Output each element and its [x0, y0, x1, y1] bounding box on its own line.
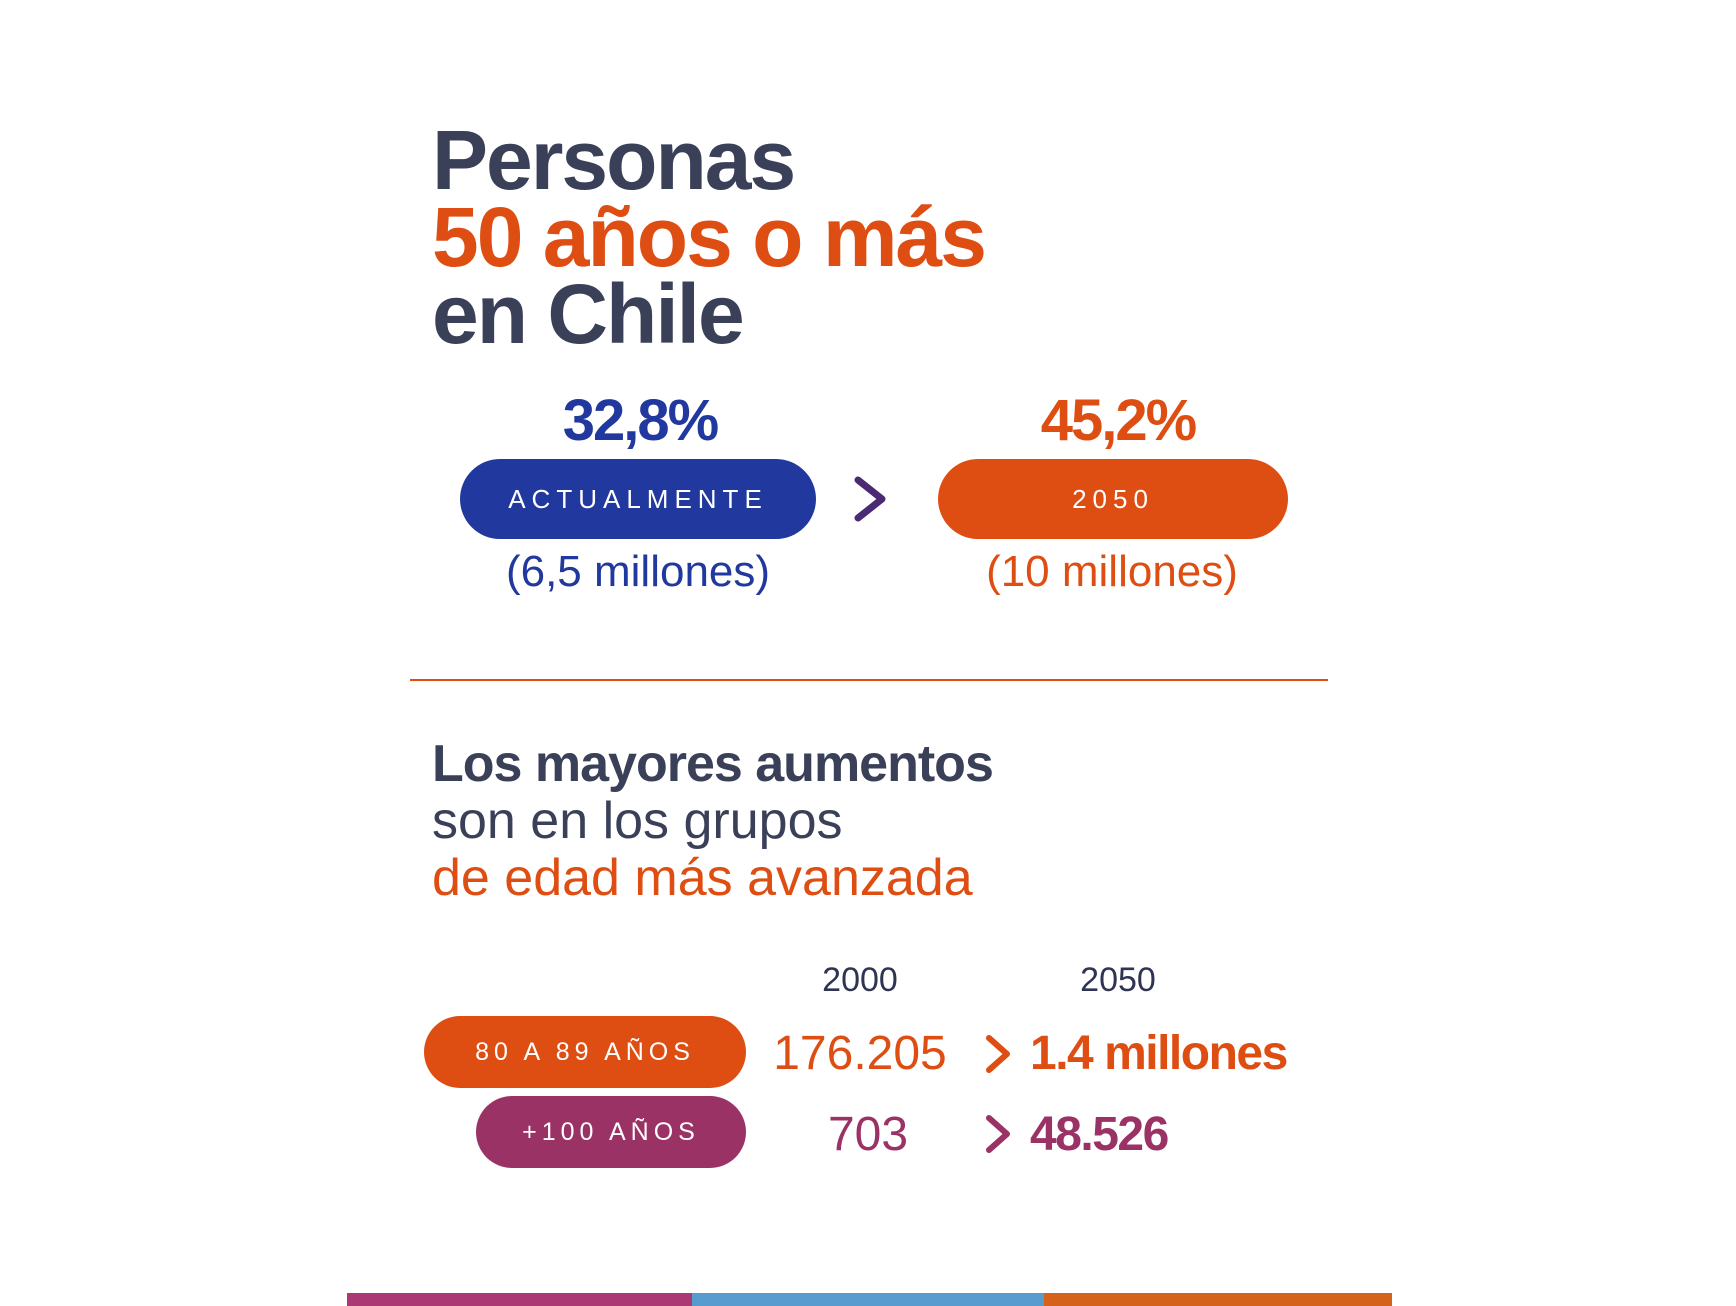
chevron-right-icon — [986, 1115, 1010, 1153]
footer-color-bar — [347, 1293, 1392, 1306]
footer-segment-magenta — [347, 1293, 692, 1306]
subtitle-line-regular: son en los grupos — [432, 792, 843, 850]
title-line-age: 50 años o más — [432, 190, 987, 284]
chevron-right-icon — [854, 476, 886, 522]
column-header-2000: 2000 — [822, 961, 898, 999]
footer-segment-orange — [1044, 1293, 1392, 1306]
section-divider — [410, 679, 1328, 681]
chevron-right-icon — [986, 1035, 1010, 1073]
current-label-pill: ACTUALMENTE — [460, 459, 816, 539]
future-people-count: (10 millones) — [986, 547, 1238, 596]
current-people-count: (6,5 millones) — [505, 547, 771, 596]
subtitle-line-highlight: de edad más avanzada — [432, 849, 973, 907]
current-percent: 32,8% — [562, 388, 719, 453]
future-percent: 45,2% — [1040, 388, 1197, 453]
title-line-country: en Chile — [432, 267, 745, 361]
footer-segment-blue — [692, 1293, 1044, 1306]
title-line-personas: Personas — [432, 113, 796, 207]
value-2050: 48.526 — [1030, 1108, 1169, 1161]
value-2000: 703 — [827, 1108, 909, 1161]
value-2000: 176.205 — [773, 1027, 947, 1080]
value-2050: 1.4 millones — [1030, 1027, 1288, 1080]
future-label-pill: 2050 — [938, 459, 1288, 539]
column-header-2050: 2050 — [1080, 961, 1156, 999]
subtitle-line-bold: Los mayores aumentos — [432, 735, 994, 793]
age-group-pill: +100 AÑOS — [476, 1096, 746, 1168]
age-group-pill: 80 A 89 AÑOS — [424, 1016, 746, 1088]
